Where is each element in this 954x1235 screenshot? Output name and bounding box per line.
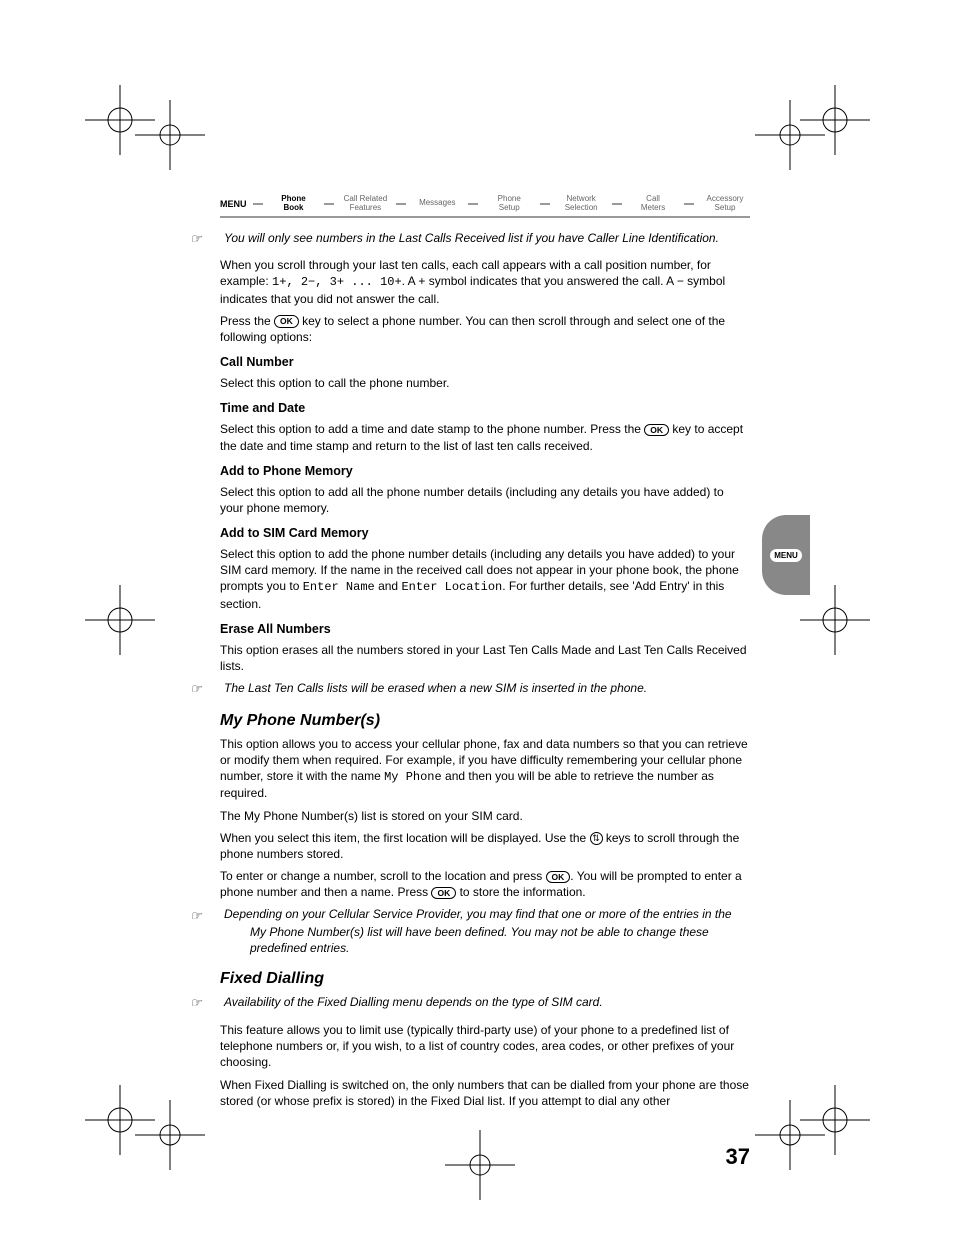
menu-item-phone-setup: Phone Setup: [484, 195, 534, 213]
menu-item-accessory: Accessory Setup: [700, 195, 750, 213]
ok-key-icon: OK: [431, 887, 456, 899]
menu-breadcrumb: MENU Phone Book Call Related Features Me…: [220, 195, 750, 218]
note-provider: ☞Depending on your Cellular Service Prov…: [220, 906, 750, 956]
crop-mark-bl2: [135, 1100, 205, 1170]
para-fixed-2: When Fixed Dialling is switched on, the …: [220, 1077, 750, 1109]
menu-item-phone-book: Phone Book: [269, 195, 319, 213]
menu-item-messages: Messages: [412, 199, 462, 208]
menu-label: MENU: [220, 199, 247, 209]
heading-my-phone-numbers: My Phone Number(s): [220, 712, 750, 730]
note-caller-line: ☞You will only see numbers in the Last C…: [220, 230, 750, 248]
page-number: 37: [726, 1144, 750, 1170]
page-content: MENU Phone Book Call Related Features Me…: [220, 195, 750, 1115]
para-call-number: Select this option to call the phone num…: [220, 375, 750, 391]
crop-mark-tr2: [755, 100, 825, 170]
para-my-phone-4: To enter or change a number, scroll to t…: [220, 868, 750, 900]
ok-key-icon: OK: [274, 315, 299, 327]
para-add-sim-mem: Select this option to add the phone numb…: [220, 546, 750, 612]
side-tab-label: MENU: [770, 549, 802, 562]
heading-add-sim-mem: Add to SIM Card Memory: [220, 526, 750, 540]
para-add-phone-mem: Select this option to add all the phone …: [220, 484, 750, 516]
heading-time-date: Time and Date: [220, 401, 750, 415]
note-last-ten: ☞The Last Ten Calls lists will be erased…: [220, 680, 750, 698]
menu-sep: [253, 203, 263, 205]
heading-add-phone-mem: Add to Phone Memory: [220, 464, 750, 478]
para-fixed-1: This feature allows you to limit use (ty…: [220, 1022, 750, 1071]
para-press-ok: Press the OK key to select a phone numbe…: [220, 313, 750, 345]
side-tab-menu: MENU: [762, 515, 810, 595]
para-my-phone-1: This option allows you to access your ce…: [220, 736, 750, 802]
heading-erase-all: Erase All Numbers: [220, 622, 750, 636]
para-erase-all: This option erases all the numbers store…: [220, 642, 750, 674]
menu-item-call-meters: Call Meters: [628, 195, 678, 213]
menu-item-call-features: Call Related Features: [340, 195, 390, 213]
note-fixed-dialling: ☞Availability of the Fixed Dialling menu…: [220, 994, 750, 1012]
scroll-icon: ⇅: [590, 832, 603, 845]
ok-key-icon: OK: [644, 424, 669, 436]
ok-key-icon: OK: [546, 871, 571, 883]
para-my-phone-2: The My Phone Number(s) list is stored on…: [220, 808, 750, 824]
crop-mark-ml: [85, 585, 155, 655]
crop-mark-br2: [755, 1100, 825, 1170]
menu-item-network: Network Selection: [556, 195, 606, 213]
crop-mark-tl2: [135, 100, 205, 170]
crop-mark-bm: [445, 1130, 515, 1200]
para-scroll-calls: When you scroll through your last ten ca…: [220, 257, 750, 307]
heading-call-number: Call Number: [220, 355, 750, 369]
crop-mark-mr: [800, 585, 870, 655]
heading-fixed-dialling: Fixed Dialling: [220, 970, 750, 988]
para-time-date: Select this option to add a time and dat…: [220, 421, 750, 453]
para-my-phone-3: When you select this item, the first loc…: [220, 830, 750, 862]
